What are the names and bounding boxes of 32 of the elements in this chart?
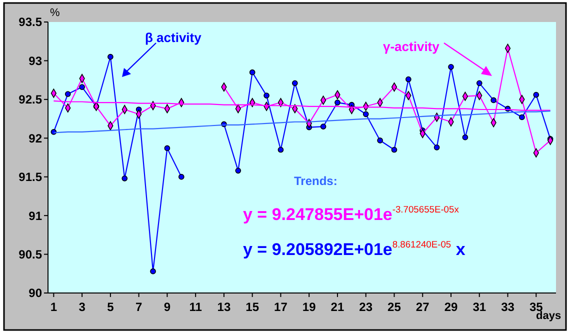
annotation: Trends: bbox=[294, 174, 338, 188]
x-tick-label: 15 bbox=[246, 300, 260, 314]
x-tick-label: 5 bbox=[107, 300, 114, 314]
y-tick-label: 93 bbox=[28, 54, 42, 68]
x-tick-label: 25 bbox=[388, 300, 402, 314]
x-tick-label: 31 bbox=[472, 300, 486, 314]
y-axis-title: % bbox=[50, 7, 60, 19]
x-tick-label: 27 bbox=[416, 300, 430, 314]
x-tick-label: 23 bbox=[359, 300, 373, 314]
y-tick-label: 92.5 bbox=[18, 92, 42, 107]
annotation: β activity bbox=[145, 30, 202, 45]
x-tick-label: 1 bbox=[50, 300, 58, 314]
x-tick-label: 3 bbox=[78, 300, 86, 314]
y-tick-label: 91 bbox=[28, 208, 42, 223]
x-tick-label: 29 bbox=[444, 300, 458, 314]
x-tick-label: 19 bbox=[302, 300, 316, 314]
y-tick-label: 92 bbox=[28, 131, 42, 146]
y-tick-label: 91.5 bbox=[18, 170, 42, 184]
x-tick-label: 17 bbox=[274, 300, 288, 314]
x-axis-title: days bbox=[536, 310, 562, 322]
x-tick-label: 9 bbox=[164, 300, 171, 314]
x-tick-label: 21 bbox=[330, 300, 344, 314]
annotation: y = 9.205892E+01e$^{8.861240E-05}$ x bbox=[243, 239, 466, 259]
y-tick-label: 90.5 bbox=[18, 247, 42, 262]
y-tick-label: 93.5 bbox=[18, 15, 42, 30]
annotation: y = 9.247855E+01e$^{-3.705655E-05x}$ bbox=[243, 204, 460, 224]
x-tick-label: 11 bbox=[189, 300, 202, 314]
x-tick-label: 7 bbox=[135, 300, 142, 314]
x-tick-label: 33 bbox=[501, 300, 515, 314]
annotation: γ-activity bbox=[383, 39, 440, 54]
y-tick-label: 90 bbox=[28, 286, 42, 300]
x-tick-label: 13 bbox=[217, 300, 231, 314]
